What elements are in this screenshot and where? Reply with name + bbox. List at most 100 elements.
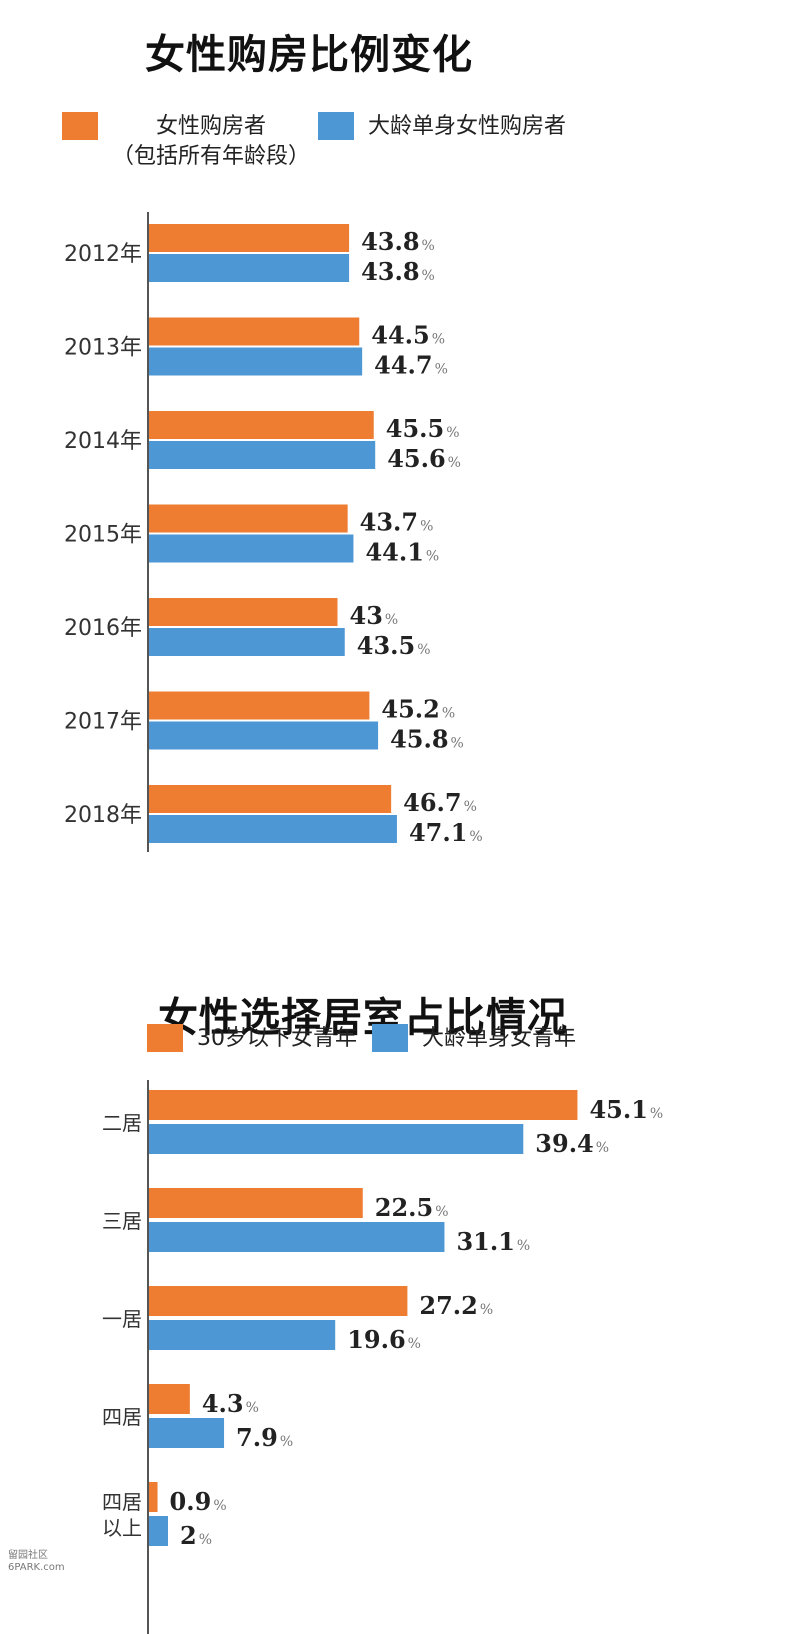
chart2-data-label: 22.5: [375, 1193, 433, 1222]
chart2-bar: [149, 1320, 336, 1350]
chart1-category-label: 2014年: [64, 429, 142, 454]
chart2-bar: [149, 1418, 225, 1448]
chart1-bar: [149, 224, 350, 252]
chart2-category-label: 四居: [102, 1490, 142, 1514]
chart1-unit-label: %: [469, 829, 482, 845]
chart2-unit-label: %: [650, 1106, 663, 1122]
chart1-category-label: 2012年: [64, 242, 142, 267]
chart2-unit-label: %: [246, 1400, 259, 1416]
chart1-legend-item-2: 大龄单身女性购房者: [318, 112, 566, 142]
chart1-bar: [149, 254, 350, 282]
chart1-bar: [149, 721, 379, 750]
chart2-bar: [149, 1188, 363, 1218]
chart2-legend-item-1: 30岁以下女青年: [147, 1024, 357, 1054]
chart2-unit-label: %: [517, 1238, 530, 1254]
chart1-unit-label: %: [417, 642, 430, 658]
chart2-bar: [149, 1124, 524, 1154]
chart2-category-label: 一居: [102, 1307, 142, 1331]
chart2-data-label: 7.9: [236, 1423, 278, 1452]
chart2-data-label: 27.2: [419, 1291, 477, 1320]
chart1-unit-label: %: [422, 268, 435, 284]
chart2-data-label: 0.9: [170, 1487, 212, 1516]
chart1-title: 女性购房比例变化: [145, 32, 473, 78]
chart1-unit-label: %: [464, 799, 477, 815]
chart1-category-label: 2015年: [64, 523, 142, 548]
chart2-category-label: 三居: [102, 1209, 142, 1233]
chart2-legend-label-2: 大龄单身女青年: [422, 1026, 577, 1051]
chart2-bar: [149, 1384, 190, 1414]
chart1-data-label: 45.6: [387, 444, 445, 473]
chart1-unit-label: %: [442, 706, 455, 722]
watermark-line-2: 6PARK.com: [8, 1562, 65, 1573]
watermark: 留园社区 6PARK.com: [8, 1550, 65, 1574]
chart1-data-label: 45.5: [386, 414, 444, 443]
chart2-category-label: 以上: [102, 1516, 142, 1540]
chart1-legend-swatch-1: [62, 112, 98, 140]
chart1-data-label: 47.1: [409, 818, 467, 847]
chart2-category-label: 四居: [102, 1405, 142, 1429]
chart1-plot: 2012年 43.8 %43.8 %2013年 44.5 %44.7 %2014年 45.5%…: [64, 212, 483, 852]
chart1-unit-label: %: [422, 238, 435, 254]
chart1-legend-name-1: 女性购房者: [156, 114, 267, 139]
chart2-data-label: 2: [180, 1521, 197, 1550]
chart2-legend-swatch-1: [147, 1024, 183, 1052]
chart1-data-label: 43: [350, 601, 383, 630]
chart1-unit-label: %: [385, 612, 398, 628]
chart1-unit-label: %: [446, 425, 459, 441]
chart1-bar: [149, 317, 360, 346]
chart2-data-label: 45.1: [589, 1095, 647, 1124]
chart2-bar: [149, 1482, 158, 1512]
chart1-bar: [149, 785, 392, 813]
chart2-legend-item-2: 大龄单身女青年: [372, 1024, 576, 1054]
chart1-legend-label-2: 大龄单身女性购房者: [368, 114, 567, 139]
chart2-category-label: 二居: [102, 1111, 142, 1135]
chart1-bar: [149, 534, 354, 563]
chart2-bar: [149, 1222, 445, 1252]
chart2-unit-label: %: [480, 1302, 493, 1318]
chart1-data-label: 43.7: [360, 508, 418, 537]
chart1-category-label: 2017年: [64, 710, 142, 735]
chart1-unit-label: %: [451, 736, 464, 752]
chart1-data-label: 43.5: [357, 631, 415, 660]
chart2-bar: [149, 1090, 578, 1120]
chart2-unit-label: %: [408, 1336, 421, 1352]
chart1-bar: [149, 691, 370, 720]
chart1-unit-label: %: [435, 362, 448, 378]
chart2-data-label: 31.1: [456, 1227, 514, 1256]
chart2-data-label: 19.6: [347, 1325, 405, 1354]
chart1-unit-label: %: [426, 549, 439, 565]
chart2-data-label: 39.4: [535, 1129, 593, 1158]
chart2-unit-label: %: [199, 1532, 212, 1548]
chart1-unit-label: %: [420, 519, 433, 535]
chart1-legend-item-1: 女性购房者 （包括所有年龄段）: [62, 112, 310, 172]
chart1-category-label: 2016年: [64, 616, 142, 641]
chart2-data-label: 4.3: [202, 1389, 244, 1418]
chart1-legend-label-1: 女性购房者 （包括所有年龄段）: [112, 112, 310, 172]
chart1-bar: [149, 347, 363, 376]
chart1-category-label: 2018年: [64, 803, 142, 828]
watermark-line-1: 留园社区: [8, 1550, 48, 1561]
chart2-title: 女性选择居室占比情况: [158, 995, 568, 1041]
chart1-bar: [149, 504, 348, 533]
chart2-unit-label: %: [280, 1434, 293, 1450]
chart1-bar: [149, 411, 374, 439]
chart1-bar: [149, 628, 345, 656]
chart1-bar: [149, 815, 397, 843]
chart1-legend-subname-1: （包括所有年龄段）: [112, 144, 311, 169]
chart1-data-label: 44.7: [374, 351, 432, 380]
chart1-unit-label: %: [448, 455, 461, 471]
chart1-data-label: 44.5: [371, 321, 429, 350]
chart1-bar: [149, 441, 376, 469]
chart1-unit-label: %: [432, 332, 445, 348]
chart2-unit-label: %: [435, 1204, 448, 1220]
chart2-legend-label-1: 30岁以下女青年: [197, 1026, 357, 1051]
chart1-category-label: 2013年: [64, 336, 142, 361]
chart2-unit-label: %: [596, 1140, 609, 1156]
chart1-legend-swatch-2: [318, 112, 354, 140]
chart2-bar: [149, 1286, 408, 1316]
chart2-unit-label: %: [213, 1498, 226, 1514]
chart2-legend-swatch-2: [372, 1024, 408, 1052]
chart1-bar: [149, 598, 338, 626]
chart1-data-label: 43.8: [361, 257, 419, 286]
